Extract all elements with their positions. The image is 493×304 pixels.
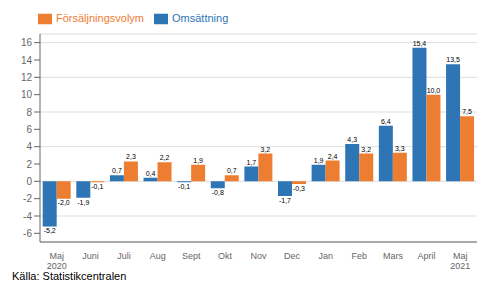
svg-text:Juni: Juni [82, 251, 99, 261]
svg-text:15,4: 15,4 [413, 40, 427, 47]
svg-text:-4: -4 [23, 211, 32, 222]
svg-text:Sept: Sept [182, 251, 201, 261]
html-text:Källa: Statistikcentralen: Källa: Statistikcentralen [12, 270, 127, 282]
svg-text:-2,0: -2,0 [58, 199, 70, 206]
svg-text:-6: -6 [23, 228, 32, 239]
svg-text:2,3: 2,3 [126, 153, 136, 160]
svg-text:3,3: 3,3 [395, 145, 405, 152]
svg-text:Maj2020: Maj2020 [47, 251, 67, 270]
svg-text:0,4: 0,4 [146, 170, 156, 177]
svg-text:13,5: 13,5 [446, 56, 460, 63]
svg-text:Nov: Nov [250, 251, 267, 261]
svg-text:7,5: 7,5 [462, 108, 472, 115]
svg-text:1,9: 1,9 [193, 157, 203, 164]
svg-text:-1,9: -1,9 [77, 199, 89, 206]
svg-text:0,7: 0,7 [227, 167, 237, 174]
svg-text:3,2: 3,2 [361, 146, 371, 153]
svg-text:Mars: Mars [383, 251, 403, 261]
svg-text:0,7: 0,7 [112, 167, 122, 174]
html-text:Omsättning: Omsättning [172, 12, 229, 24]
svg-text:16: 16 [21, 37, 33, 48]
svg-text:1,9: 1,9 [314, 157, 324, 164]
svg-text:-0,1: -0,1 [91, 183, 103, 190]
svg-text:12: 12 [21, 72, 33, 83]
svg-text:Aug: Aug [150, 251, 166, 261]
svg-text:10,0: 10,0 [427, 87, 441, 94]
svg-text:Jan: Jan [318, 251, 333, 261]
svg-text:-0,1: -0,1 [178, 183, 190, 190]
svg-text:Maj2021: Maj2021 [450, 251, 470, 270]
svg-text:8: 8 [26, 107, 32, 118]
svg-text:Juli: Juli [117, 251, 131, 261]
svg-text:1,7: 1,7 [247, 159, 257, 166]
svg-text:Feb: Feb [352, 251, 368, 261]
svg-text:4: 4 [26, 141, 32, 152]
svg-text:Okt: Okt [218, 251, 233, 261]
svg-text:2,2: 2,2 [160, 154, 170, 161]
svg-text:-5,2: -5,2 [44, 227, 56, 234]
svg-text:-2: -2 [23, 193, 32, 204]
svg-text:14: 14 [21, 55, 33, 66]
svg-text:10: 10 [21, 89, 33, 100]
svg-text:6,4: 6,4 [381, 118, 391, 125]
svg-text:-0,8: -0,8 [212, 189, 224, 196]
svg-text:Dec: Dec [284, 251, 301, 261]
svg-text:-0,3: -0,3 [293, 185, 305, 192]
svg-text:6: 6 [26, 124, 32, 135]
svg-text:2,4: 2,4 [328, 153, 338, 160]
svg-text:2: 2 [26, 159, 32, 170]
svg-text:April: April [418, 251, 436, 261]
svg-text:4,3: 4,3 [347, 136, 357, 143]
svg-text:3,2: 3,2 [261, 146, 271, 153]
html-text:Försäljningsvolym: Försäljningsvolym [56, 12, 144, 24]
svg-text:-1,7: -1,7 [279, 197, 291, 204]
svg-text:0: 0 [26, 176, 32, 187]
